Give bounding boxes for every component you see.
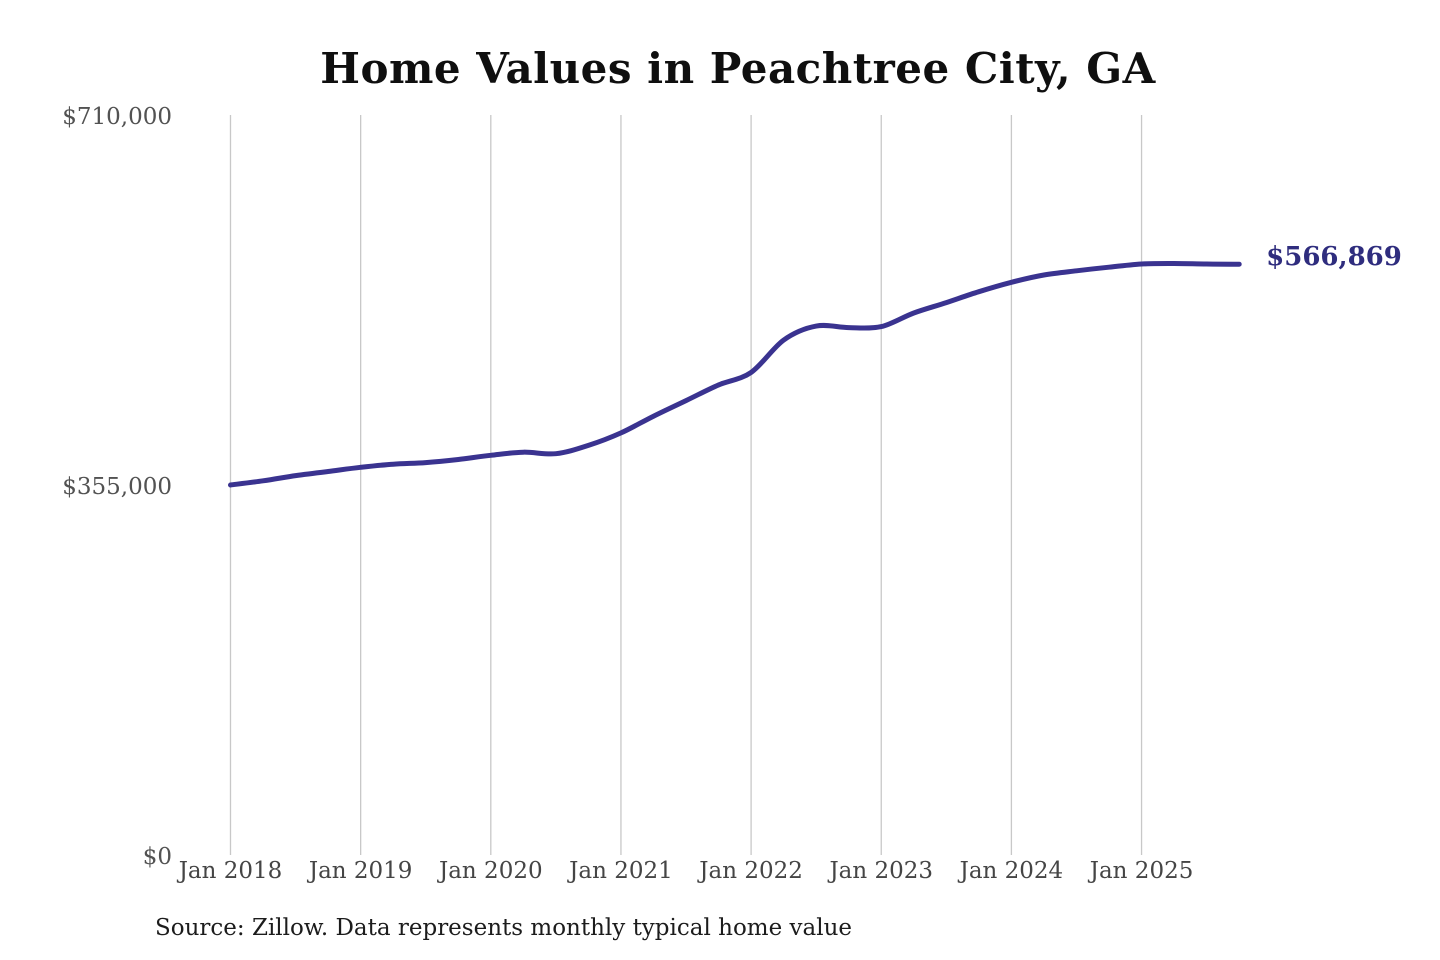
x-tick-label: Jan 2021 xyxy=(567,858,673,884)
x-tick-label: Jan 2025 xyxy=(1088,858,1194,884)
x-tick-label: Jan 2020 xyxy=(437,858,543,884)
x-tick-label: Jan 2022 xyxy=(697,858,803,884)
value-line xyxy=(228,260,1242,488)
source-note: Source: Zillow. Data represents monthly … xyxy=(155,915,853,941)
x-tick-label: Jan 2019 xyxy=(307,858,413,884)
end-value-label: $566,869 xyxy=(1266,242,1402,272)
y-tick-label: $710,000 xyxy=(62,104,172,130)
x-tick-label: Jan 2018 xyxy=(177,858,283,884)
chart-title: Home Values in Peachtree City, GA xyxy=(320,44,1156,93)
y-tick-label: $355,000 xyxy=(62,474,172,500)
y-tick-label: $0 xyxy=(143,844,172,870)
x-tick-label: Jan 2024 xyxy=(958,858,1064,884)
x-tick-label: Jan 2023 xyxy=(827,858,933,884)
